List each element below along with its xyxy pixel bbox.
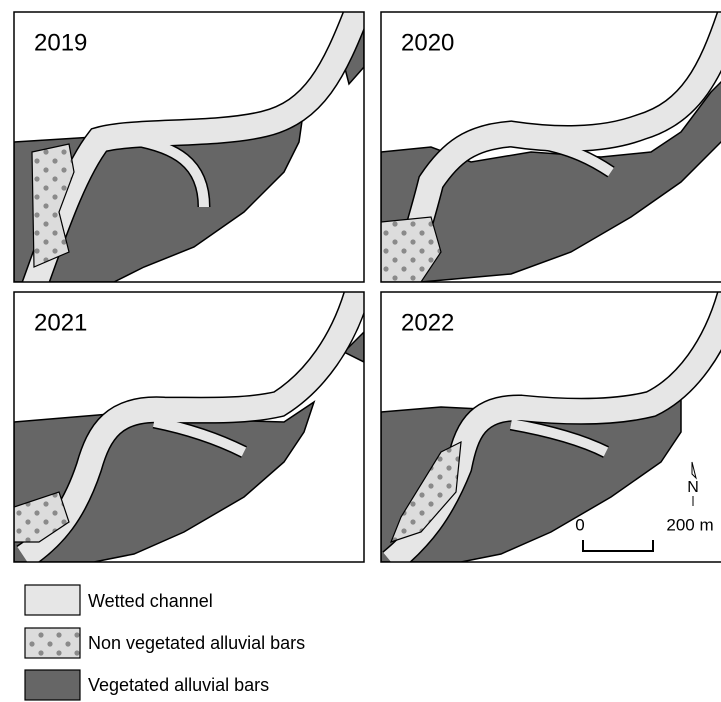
legend-label: Wetted channel bbox=[88, 591, 213, 611]
scale-bar: 0 200 m bbox=[575, 515, 714, 552]
label-backing bbox=[22, 24, 102, 60]
panels: 2019 2020 2021 2022 bbox=[13, 11, 721, 563]
label-backing bbox=[389, 304, 469, 340]
panel-content bbox=[14, 12, 364, 282]
panel-content bbox=[381, 12, 721, 282]
map-panel: 2021 bbox=[13, 291, 365, 563]
wetted-channel bbox=[510, 419, 609, 457]
panel-year: 2019 bbox=[34, 29, 87, 56]
wetted-channel bbox=[133, 135, 209, 208]
legend-swatch-wetted bbox=[24, 584, 81, 616]
legend: Wetted channel Non vegetated alluvial ba… bbox=[24, 584, 305, 701]
legend-label: Non vegetated alluvial bars bbox=[88, 633, 305, 653]
non-vegetated-bar bbox=[14, 491, 70, 543]
vegetated-bar bbox=[381, 80, 721, 282]
scale-end: 200 m bbox=[666, 515, 713, 534]
legend-swatch-vegetated bbox=[24, 669, 81, 701]
wetted-channel bbox=[530, 137, 614, 177]
panel-frame bbox=[380, 291, 721, 563]
north-label: N bbox=[687, 479, 699, 496]
non-vegetated-bar bbox=[389, 440, 462, 543]
vegetated-bar bbox=[342, 330, 364, 363]
wetted-channel bbox=[17, 292, 364, 562]
panel-year: 2022 bbox=[401, 309, 454, 336]
legend-label: Vegetated alluvial bars bbox=[88, 675, 269, 695]
wetted-channel bbox=[153, 417, 247, 457]
north-arrow-head bbox=[691, 461, 697, 480]
map-panel: 2019 bbox=[13, 11, 365, 283]
map-panel: 2022 bbox=[380, 291, 721, 563]
scale-line bbox=[582, 540, 654, 552]
legend-swatch-bars bbox=[24, 627, 81, 659]
scale-start: 0 bbox=[575, 515, 584, 534]
non-vegetated-bar bbox=[381, 216, 442, 282]
label-backing bbox=[22, 304, 102, 340]
panel-year: 2020 bbox=[401, 29, 454, 56]
label-backing bbox=[389, 24, 469, 60]
map-panel: 2020 bbox=[380, 11, 721, 283]
north-arrow: N bbox=[687, 461, 699, 506]
non-vegetated-bar bbox=[31, 143, 75, 268]
panel-frame bbox=[13, 11, 365, 283]
panel-frame bbox=[13, 291, 365, 563]
panel-frame bbox=[380, 11, 721, 283]
panel-year: 2021 bbox=[34, 309, 87, 336]
wetted-channel bbox=[23, 12, 364, 282]
panel-content bbox=[381, 292, 721, 562]
wetted-channel bbox=[389, 12, 721, 282]
